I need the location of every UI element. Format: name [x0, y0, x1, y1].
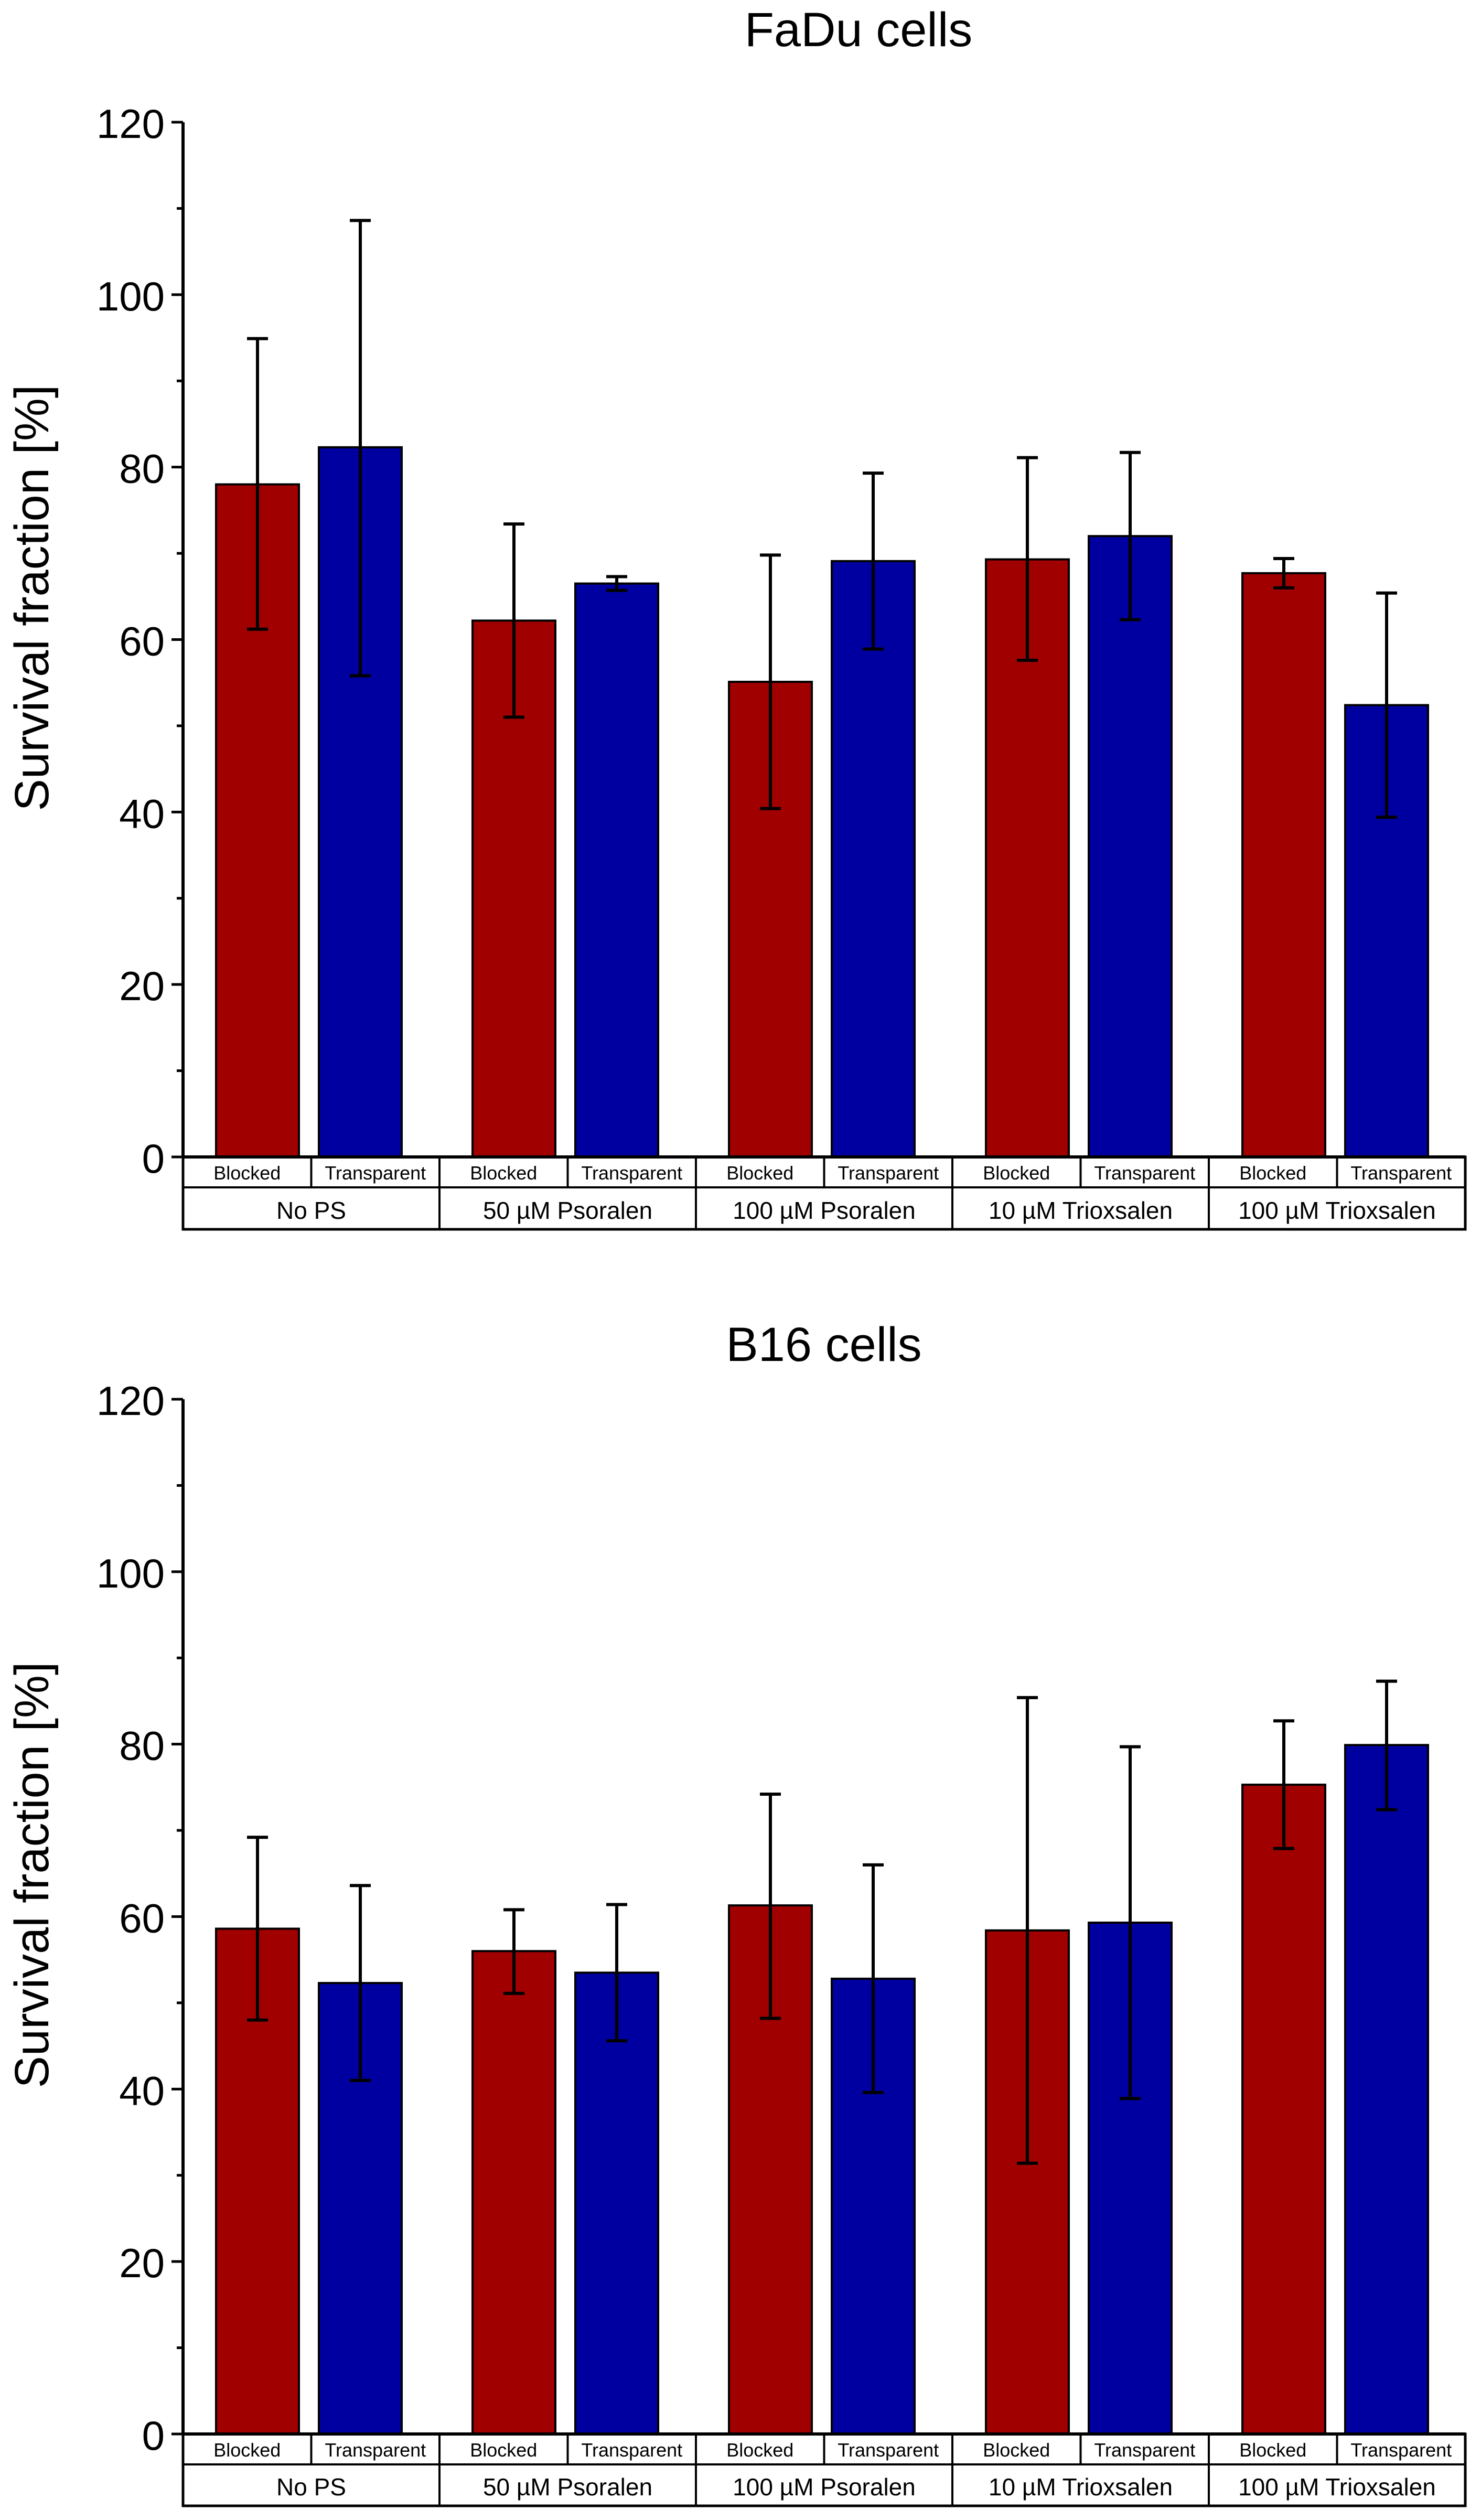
subcategory-label: Blocked: [983, 1162, 1050, 1184]
y-tick-label: 80: [119, 446, 165, 492]
group-label: 100 µM Psoralen: [733, 2473, 916, 2501]
subcategory-label: Transparent: [838, 1162, 939, 1184]
group-label: 10 µM Trioxsalen: [989, 2473, 1173, 2501]
subcategory-label: Blocked: [1239, 2439, 1306, 2461]
bar-transparent: [574, 582, 659, 1158]
error-bar: [1376, 591, 1397, 819]
group-label: 100 µM Trioxsalen: [1238, 2473, 1436, 2501]
y-tick-label: 100: [96, 1550, 165, 1596]
subcategory-label: Transparent: [325, 2439, 426, 2461]
group-label: 100 µM Trioxsalen: [1238, 1197, 1436, 1224]
y-axis-label: Survival fraction [%]: [5, 1662, 59, 2088]
chart-title: FaDu cells: [745, 3, 973, 57]
subcategory-label: Transparent: [1094, 1162, 1195, 1184]
error-bar: [1273, 556, 1294, 589]
group-label: No PS: [276, 1197, 346, 1224]
category-table: Blocked Transparent No PS Blocked Transparen…: [181, 2432, 1467, 2507]
y-tick-label: 0: [142, 1135, 165, 1182]
y-tick-label: 40: [119, 2067, 165, 2114]
y-axis-label: Survival fraction [%]: [5, 385, 59, 811]
bar-transparent: [574, 1971, 659, 2435]
chart-title: B16 cells: [726, 1318, 921, 1371]
error-bar: [1120, 1745, 1141, 2100]
y-tick-label: 20: [119, 963, 165, 1009]
error-bar: [1120, 451, 1141, 621]
y-tick-label: 120: [96, 1378, 165, 1424]
y-tick-label: 120: [96, 101, 165, 147]
subcategory-label: Transparent: [838, 2439, 939, 2461]
error-bar: [503, 1908, 524, 1995]
subcategory-label: Blocked: [726, 1162, 793, 1184]
error-bar: [247, 337, 268, 631]
category-table: Blocked Transparent No PS Blocked Transparen…: [181, 1155, 1467, 1231]
error-bar: [606, 575, 627, 592]
chart-panel-b16: B16 cells Survival fraction [%] 0 20 40 60 8…: [5, 1318, 1467, 2507]
group-label: 10 µM Trioxsalen: [989, 1197, 1173, 1224]
y-tick-label: 20: [119, 2240, 165, 2286]
error-bar: [606, 1903, 627, 2043]
error-bar: [1017, 456, 1038, 662]
group-label: No PS: [276, 2473, 346, 2501]
subcategory-label: Blocked: [213, 2439, 281, 2461]
subcategory-label: Transparent: [1350, 1162, 1452, 1184]
y-tick-label: 0: [142, 2412, 165, 2459]
bar-transparent: [831, 560, 916, 1158]
bar-group: [215, 446, 1429, 1159]
y-tick-label: 40: [119, 790, 165, 837]
subcategory-label: Transparent: [1350, 2439, 1452, 2461]
error-bar: [350, 219, 371, 678]
error-bar: [1273, 1719, 1294, 1850]
subcategory-label: Blocked: [470, 1162, 537, 1184]
chart-panel-fadu: FaDu cells Survival fraction [%] 0 20 40 60…: [5, 3, 1467, 1231]
subcategory-label: Blocked: [983, 2439, 1050, 2461]
subcategory-label: Blocked: [470, 2439, 537, 2461]
error-bar: [1376, 1679, 1397, 1811]
y-tick-label: 60: [119, 618, 165, 664]
error-bar: [863, 471, 884, 651]
subcategory-label: Blocked: [213, 1162, 281, 1184]
group-label: 50 µM Psoralen: [483, 1197, 652, 1224]
group-label: 100 µM Psoralen: [733, 1197, 916, 1224]
error-bar: [760, 553, 781, 810]
error-bar: [1017, 1696, 1038, 2165]
error-bar: [503, 522, 524, 719]
subcategory-label: Blocked: [1239, 1162, 1306, 1184]
y-axis-ticks: 0 20 40 60 80 100 120: [96, 101, 183, 1182]
error-bar: [863, 1863, 884, 2094]
subcategory-label: Transparent: [1094, 2439, 1195, 2461]
bar-blocked: [1241, 1783, 1326, 2435]
error-bars: [247, 1679, 1397, 2165]
bar-transparent: [1088, 535, 1173, 1159]
bar-transparent: [1344, 1744, 1429, 2435]
error-bar: [247, 1836, 268, 2022]
error-bars: [247, 219, 1397, 819]
y-tick-label: 60: [119, 1895, 165, 1942]
y-tick-label: 100: [96, 273, 165, 319]
subcategory-label: Transparent: [581, 2439, 682, 2461]
bar-blocked: [471, 1950, 556, 2435]
group-label: 50 µM Psoralen: [483, 2473, 652, 2501]
bar-blocked: [1241, 572, 1326, 1158]
error-bar: [350, 1884, 371, 2082]
subcategory-label: Transparent: [581, 1162, 682, 1184]
error-bar: [760, 1793, 781, 2020]
subcategory-label: Transparent: [325, 1162, 426, 1184]
y-tick-label: 80: [119, 1723, 165, 1769]
y-axis-ticks: 0 20 40 60 80 100 120: [96, 1378, 183, 2459]
subcategory-label: Blocked: [726, 2439, 793, 2461]
